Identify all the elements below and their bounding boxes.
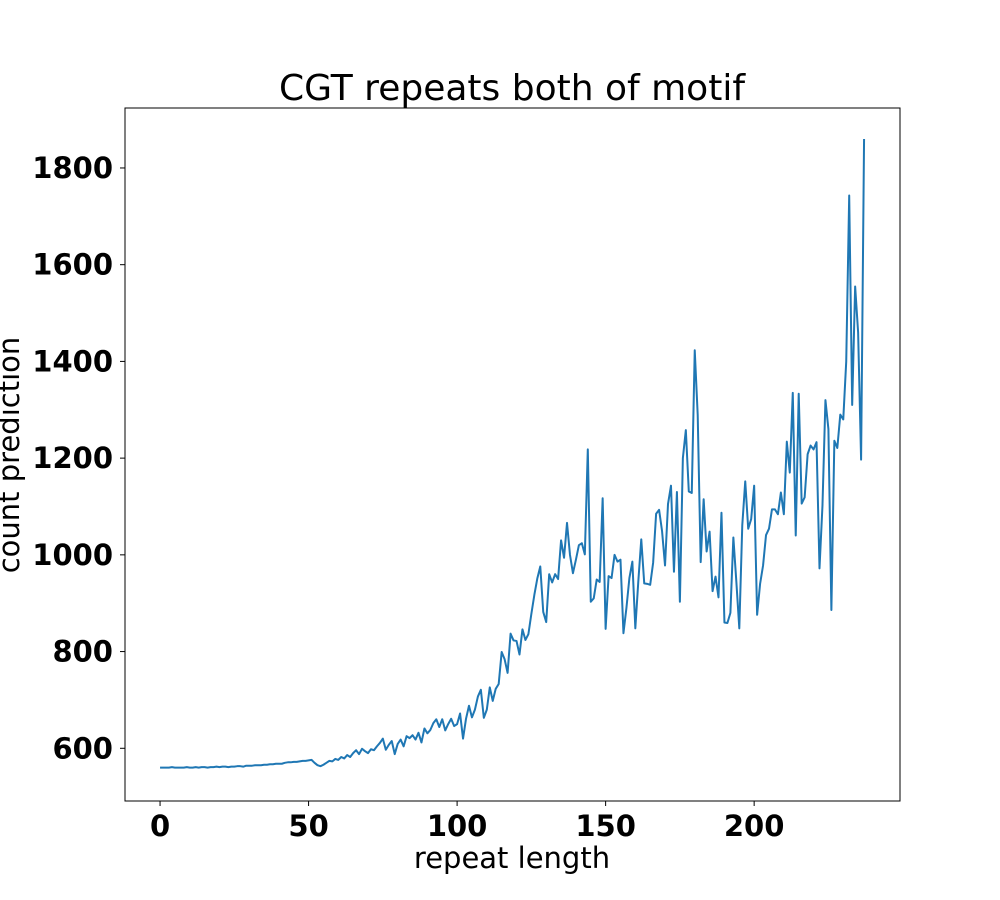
y-axis-label: count prediction	[0, 337, 26, 574]
y-tick-label: 1600	[32, 248, 113, 282]
y-axis: 600 800 1000 1200 1400 1600 1800	[32, 151, 125, 765]
y-tick-label: 1800	[32, 151, 113, 185]
x-tick-label: 150	[575, 809, 636, 843]
series-line-0	[160, 138, 866, 769]
y-tick-label: 1400	[32, 344, 113, 378]
y-tick-label: 800	[52, 635, 113, 669]
y-tick-label: 600	[52, 731, 113, 765]
x-axis-label: repeat length	[414, 841, 610, 875]
plot-area	[160, 138, 866, 769]
y-tick-label: 1000	[32, 538, 113, 572]
x-tick-label: 100	[427, 809, 488, 843]
y-tick-label: 1200	[32, 441, 113, 475]
plot-frame	[124, 107, 901, 802]
x-tick-label: 200	[724, 809, 785, 843]
chart-title: CGT repeats both of motif	[279, 68, 746, 109]
x-tick-label: 50	[288, 809, 328, 843]
x-tick-label: 0	[150, 809, 170, 843]
x-axis: 0 50 100 150 200	[150, 801, 784, 843]
